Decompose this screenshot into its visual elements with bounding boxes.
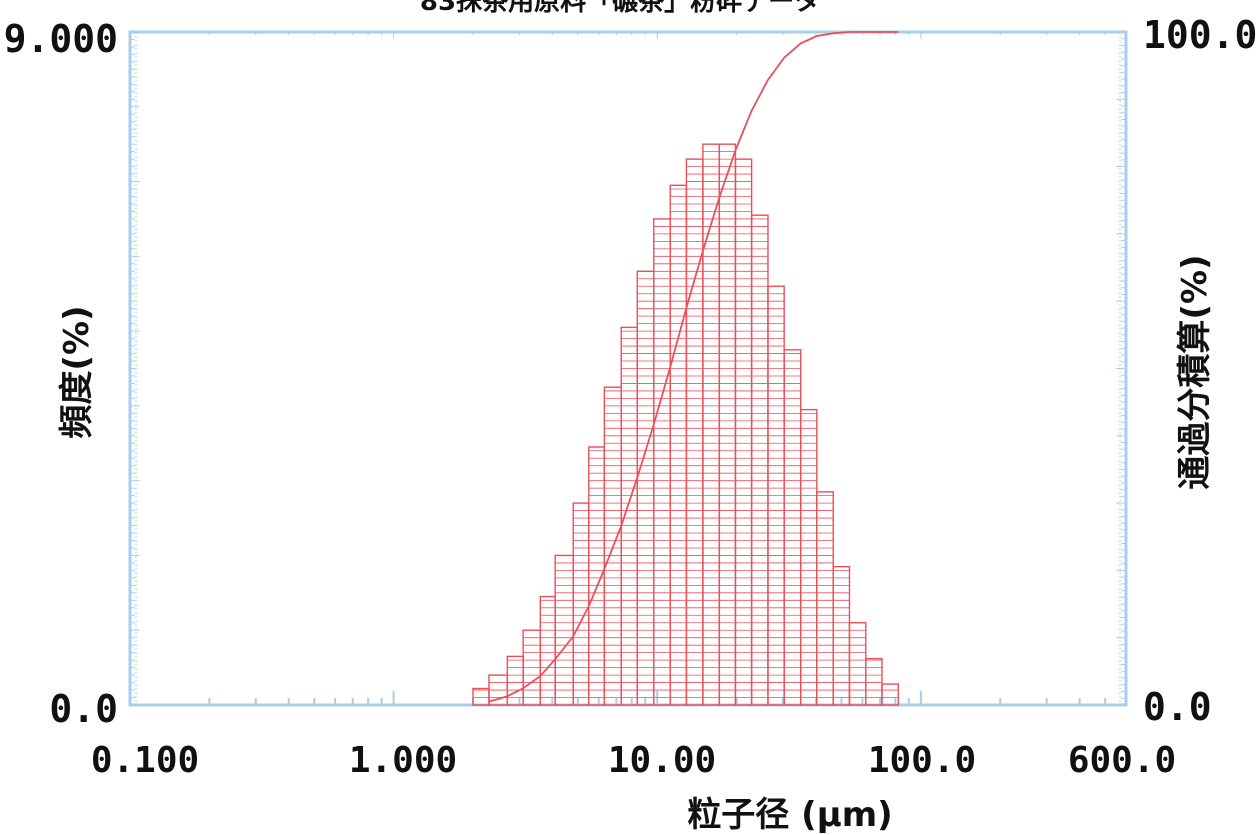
y-left-tick-label-bottom: 0.0 [49,687,118,731]
histogram-bar [702,143,721,706]
y-left-axis-label: 頻度(%) [57,305,97,438]
histogram-bar [799,408,818,706]
histogram-bar [554,554,574,706]
histogram-bar-outline [799,408,818,706]
y-right-tick-label-bottom: 0.0 [1143,685,1212,729]
histogram-bar [848,622,867,706]
histogram-bar [734,158,753,706]
y-left-tick-label-top: 9.000 [4,17,118,61]
histogram-bar-outline [669,184,688,706]
histogram-bar-outline [472,687,490,706]
histogram-bar [653,218,671,706]
histogram-bar [718,143,737,706]
x-tick-label: 0.100 [91,740,199,781]
histogram-bar-outline [750,214,769,706]
histogram-bar [865,657,883,706]
histogram-bar-outline [865,657,883,706]
histogram-bar-outline [881,683,899,706]
x-tick-label: 10.00 [608,740,716,781]
histogram-bar-outline [848,622,867,706]
histogram-bar-outline [539,595,556,706]
y-right-axis-label: 通過分積算(%) [1175,254,1215,489]
x-tick-label: 1.000 [349,740,457,781]
histogram-bar [881,683,899,706]
histogram-bar [506,655,524,706]
histogram-bar [472,687,490,706]
x-tick-label: 600.0 [1068,740,1176,781]
histogram-bar-outline [718,143,737,706]
histogram-bar [832,565,851,706]
histogram-bar-outline [832,565,851,706]
histogram-bar [767,285,785,706]
histogram-bar-outline [653,218,671,706]
histogram-bar-outline [816,491,834,706]
histogram-bar [572,502,590,706]
chart-title: 83抹茶用原料「碾茶」粉砕データ [420,0,820,17]
x-tick-label: 100.0 [868,740,976,781]
histogram-bar [685,158,704,706]
cumulative-line [488,31,899,703]
histogram-bar [522,629,541,706]
histogram-bar [783,349,802,706]
histogram-bar [539,595,556,706]
histogram-bar [750,214,769,706]
histogram-bars [472,143,899,706]
histogram-bar-outline [702,143,721,706]
x-axis-label: 粒子径 (μm) [687,795,892,835]
histogram-bar [816,491,834,706]
histogram-bar [669,184,688,706]
histogram-bar-outline [783,349,802,706]
histogram-bar [636,270,655,706]
cumulative-curve [488,31,899,703]
y-right-tick-label-top: 100.0 [1143,13,1257,57]
